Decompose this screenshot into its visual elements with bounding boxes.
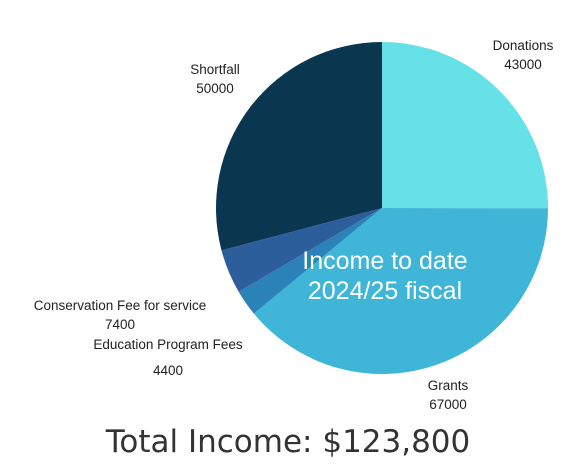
center-line-2: 2024/25 fiscal (307, 277, 463, 305)
label-education-fees-name: Education Program Fees (93, 337, 243, 352)
label-conservation-fee-value: 7400 (104, 317, 136, 332)
label-shortfall-value: 50000 (196, 81, 234, 96)
label-education-fees-value: 4400 (152, 363, 184, 378)
label-conservation-fee-name: Conservation Fee for service (33, 298, 207, 313)
label-grants-name: Grants (427, 378, 469, 393)
label-donations-name: Donations (492, 38, 554, 53)
label-grants: Grants 67000 (398, 376, 498, 414)
pie-slices (216, 42, 549, 375)
label-donations: Donations 43000 (478, 36, 568, 74)
label-shortfall: Shortfall 50000 (165, 60, 265, 98)
pie-slice-donations (382, 42, 549, 209)
center-line-1: Income to date (302, 247, 468, 275)
pie-slice-education-program-fees (238, 208, 382, 314)
total-income: Total Income: $123,800 (105, 424, 471, 460)
label-donations-value: 43000 (504, 57, 542, 72)
label-conservation-fee: Conservation Fee for service 7400 (4, 296, 236, 334)
pie-slice-grants (253, 208, 548, 375)
label-grants-value: 67000 (429, 397, 467, 412)
label-education-fees: Education Program Fees 4400 (58, 335, 278, 380)
pie-slice-conservation-fee-for-service (221, 208, 382, 292)
pie-slice-shortfall (216, 42, 382, 251)
center-title: Income to date 2024/25 fiscal (255, 246, 515, 306)
label-shortfall-name: Shortfall (190, 62, 240, 77)
